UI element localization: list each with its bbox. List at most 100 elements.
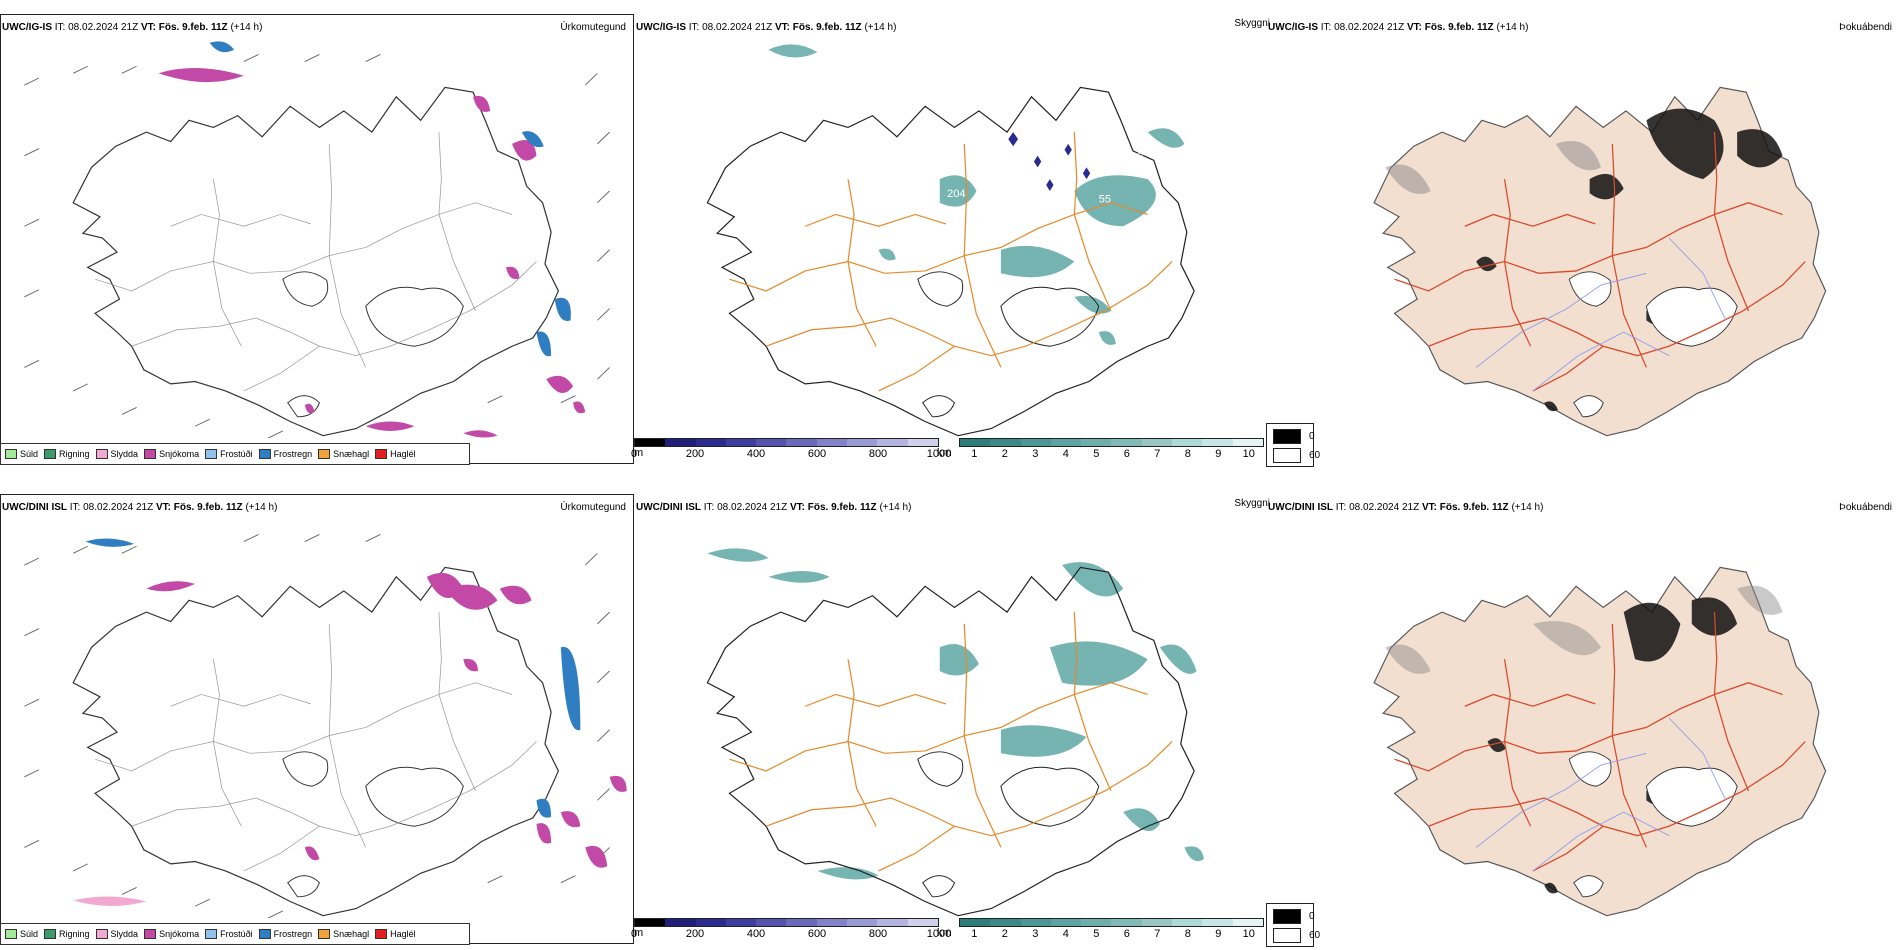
- it-value: 08.02.2024 21Z: [1334, 22, 1405, 33]
- legend-label: Súld: [20, 929, 39, 939]
- scale-tick-label: 7: [1154, 928, 1161, 940]
- it-label: IT:: [1335, 502, 1347, 513]
- scale-tick-label: 1000: [926, 448, 952, 460]
- precip-map: [24, 41, 610, 438]
- legend-label: Haglél: [390, 449, 416, 459]
- roads: [728, 131, 1173, 392]
- panel-title: UWC/IG-IS IT: 08.02.2024 21Z VT: Fös. 9.…: [1268, 22, 1528, 33]
- ceiling-scale-colors: [634, 438, 939, 447]
- legend-item: Snæhagl: [318, 449, 369, 459]
- model-name: UWC/IG-IS: [2, 22, 52, 33]
- legend-label: Frostúði: [220, 449, 253, 459]
- ceiling-value: 50: [1087, 627, 1099, 639]
- scale-tick-label: 9: [1215, 448, 1222, 460]
- legend-label: Frostúði: [220, 929, 253, 939]
- legend-swatch: [44, 929, 57, 939]
- precip-blobs: [158, 41, 586, 438]
- legend-item: Súld: [5, 449, 38, 459]
- scale-cell: [847, 439, 878, 446]
- fog-legend-item: 0: [1273, 909, 1315, 924]
- scale-tick-label: 1: [971, 448, 978, 460]
- ceiling-value: 25: [1050, 681, 1062, 693]
- panel-title: UWC/IG-IS IT: 08.02.2024 21Z VT: Fös. 9.…: [2, 22, 262, 33]
- legend-swatch: [205, 449, 218, 459]
- scale-tick-label: 200: [685, 448, 705, 460]
- model-name: UWC/IG-IS: [1268, 22, 1318, 33]
- visibility-patches: [768, 44, 1185, 345]
- scale-tick-label: 9: [1215, 928, 1222, 940]
- lead-time: (+14 h): [245, 502, 278, 513]
- scale-cell: [847, 919, 878, 926]
- scale-cell: [1202, 919, 1233, 926]
- ceiling-value: 446: [1138, 147, 1156, 159]
- scale-tick-label: 8: [1184, 448, 1191, 460]
- scale-tick-label: 6: [1123, 448, 1130, 460]
- scale-cell: [1020, 919, 1051, 926]
- fog-legend-label: 0: [1309, 431, 1315, 442]
- fog-swatch: [1273, 448, 1301, 463]
- vt-label: VT:: [1406, 22, 1422, 33]
- visibility-scale-ticks: 1 2 3 4 5 6 7 8 9 10: [959, 447, 1264, 461]
- ceiling-scale: 0 200 400 600 800 1000 m: [631, 438, 951, 461]
- scale-tick-label: 800: [868, 928, 888, 940]
- scale-tick-label: 2: [1001, 448, 1008, 460]
- panel-kind-label: Þokuábendi: [1839, 22, 1892, 33]
- legend-swatch: [318, 929, 331, 939]
- rivers: [1475, 717, 1727, 872]
- scale-tick-label: 1: [971, 928, 978, 940]
- legend-item: Snjókoma: [144, 449, 199, 459]
- ceiling-value: 31: [727, 587, 739, 599]
- scale-tick-label: 4: [1062, 448, 1069, 460]
- scale-cell: [1232, 439, 1263, 446]
- scale-cell: [960, 439, 991, 446]
- visibility-scale: 1 2 3 4 5 6 7 8 9 10 km: [937, 918, 1264, 941]
- scale-cell: [635, 439, 666, 446]
- legend-swatch: [95, 929, 108, 939]
- visibility-unit: km: [937, 927, 952, 939]
- scale-cell: [1111, 919, 1142, 926]
- vt-label: VT:: [155, 502, 171, 513]
- it-value: 08.02.2024 21Z: [1349, 502, 1420, 513]
- legend-label: Frostregn: [273, 929, 313, 939]
- legend-item: Frostúði: [205, 929, 253, 939]
- panel-title: UWC/DINI ISL IT: 08.02.2024 21Z VT: Fös.…: [636, 502, 911, 513]
- model-name: UWC/DINI ISL: [1268, 502, 1333, 513]
- legend-item: Rigning: [44, 929, 90, 939]
- cloud-map: 446 204 41 55: [706, 44, 1195, 437]
- cloud-map: 31 50 286 25 37: [706, 548, 1204, 917]
- legend-item: Frostúði: [205, 449, 253, 459]
- scale-tick-label: 6: [1123, 928, 1130, 940]
- legend-swatch: [44, 449, 57, 459]
- fog-legend: 0 60: [1266, 423, 1320, 467]
- scale-cell: [786, 919, 817, 926]
- fog-legend-item: 60: [1273, 448, 1320, 463]
- fog-panel-bottom: UWC/DINI ISL IT: 08.02.2024 21Z VT: Fös.…: [1266, 490, 1900, 947]
- ceiling-labels: 31 50 286 25 37: [727, 587, 1160, 693]
- scale-tick-label: 5: [1093, 448, 1100, 460]
- fog-panel-top: UWC/IG-IS IT: 08.02.2024 21Z VT: Fös. 9.…: [1266, 10, 1900, 467]
- vt-value: Fös. 9.feb. 11Z: [158, 22, 228, 33]
- panel-kind-label: Úrkomutegund: [560, 502, 626, 513]
- ceiling-unit: m: [634, 447, 644, 459]
- ceiling-value: 41: [756, 112, 768, 124]
- vt-label: VT:: [774, 22, 790, 33]
- legend-swatch: [318, 449, 331, 459]
- scale-tick-label: 8: [1184, 928, 1191, 940]
- ceiling-scale: 0 200 400 600 800 1000 m: [631, 918, 951, 941]
- scale-cell: [1202, 439, 1233, 446]
- scale-cell: [990, 919, 1021, 926]
- model-name: UWC/DINI ISL: [2, 502, 67, 513]
- wind-barbs: [24, 534, 610, 918]
- lead-time: (+14 h): [230, 22, 263, 33]
- it-value: 08.02.2024 21Z: [702, 22, 773, 33]
- it-value: 08.02.2024 21Z: [68, 22, 139, 33]
- visibility-scale-ticks: 1 2 3 4 5 6 7 8 9 10: [959, 927, 1264, 941]
- scale-cell: [695, 919, 726, 926]
- scale-tick-label: 200: [685, 928, 705, 940]
- vt-label: VT:: [140, 22, 156, 33]
- scale-tick-label: 400: [746, 448, 766, 460]
- scale-cell: [816, 919, 848, 926]
- legend-label: Snjókoma: [159, 929, 200, 939]
- precip-panel-bottom: UWC/DINI ISL IT: 08.02.2024 21Z VT: Fös.…: [0, 490, 634, 945]
- it-label: IT:: [688, 22, 700, 33]
